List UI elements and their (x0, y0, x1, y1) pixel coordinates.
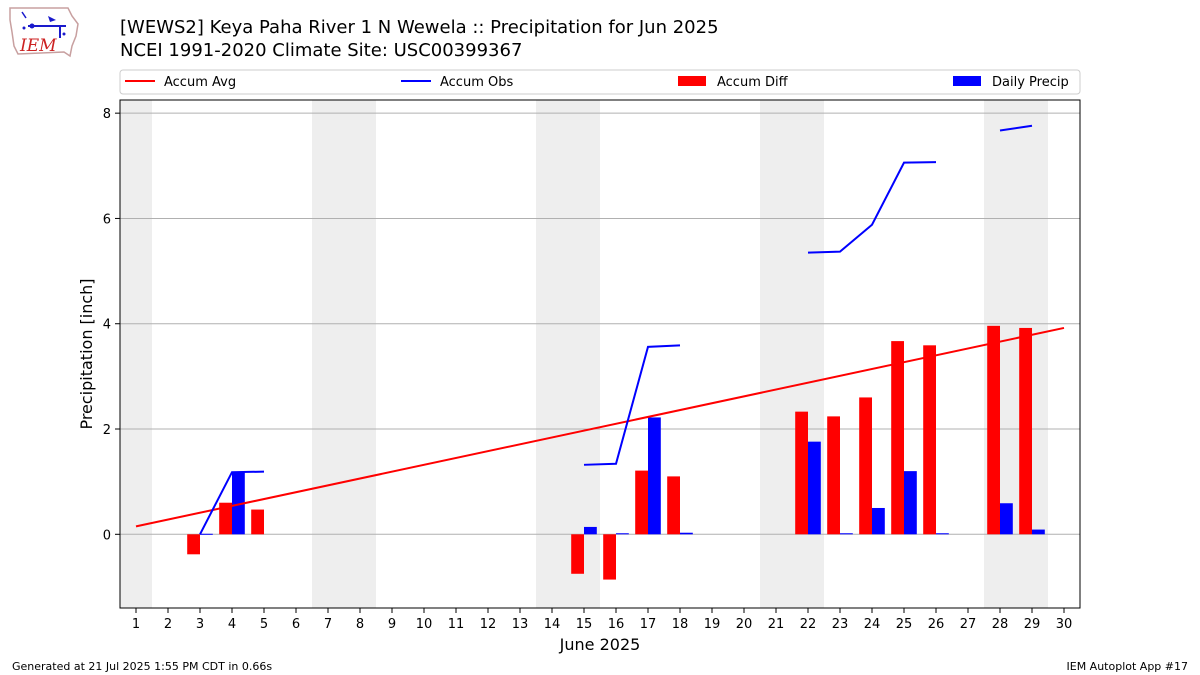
daily-precip-bar (232, 472, 245, 535)
legend-label: Daily Precip (992, 75, 1069, 90)
daily-precip-bars (200, 417, 1045, 535)
chart-subtitle: NCEI 1991-2020 Climate Site: USC00399367 (120, 40, 523, 61)
accum-diff-bar (923, 345, 936, 535)
accum-avg-line (135, 326, 1065, 528)
y-tick-label: 0 (103, 528, 111, 543)
daily-precip-bar (904, 471, 917, 535)
x-tick-label: 14 (544, 617, 561, 632)
x-tick-label: 9 (388, 617, 396, 632)
x-axis-ticks: 1 2 3 4 5 6 7 8 9 10 11 12 13 14 15 16 17 18 19 20 21 22 23 24 2… (132, 608, 1072, 632)
daily-precip-bar (808, 441, 821, 535)
accum-diff-bar (603, 534, 616, 580)
daily-precip-bar (872, 507, 885, 535)
x-tick-label: 12 (480, 617, 497, 632)
x-tick-label: 27 (960, 617, 977, 632)
legend-label: Accum Diff (717, 75, 789, 90)
x-tick-label: 11 (448, 617, 465, 632)
x-tick-label: 3 (196, 617, 204, 632)
daily-precip-bar (1000, 503, 1013, 535)
iem-logo: IEM (8, 6, 80, 58)
generated-timestamp: Generated at 21 Jul 2025 1:55 PM CDT in … (12, 660, 273, 673)
accum-diff-bar (891, 341, 904, 535)
legend-label: Accum Avg (164, 75, 236, 90)
x-tick-label: 5 (260, 617, 268, 632)
x-tick-label: 10 (416, 617, 433, 632)
weekend-band (312, 100, 376, 608)
daily-precip-bar (1032, 529, 1045, 535)
legend-label: Accum Obs (440, 75, 513, 90)
x-tick-label: 8 (356, 617, 364, 632)
accum-obs-segment (583, 344, 681, 466)
accum-diff-bar (187, 534, 200, 555)
x-tick-label: 4 (228, 617, 236, 632)
legend: Accum Avg Accum Obs Accum Diff Daily Precip (119, 69, 1081, 95)
x-tick-label: 21 (768, 617, 785, 632)
accum-diff-bars (187, 325, 1032, 580)
x-tick-label: 17 (640, 617, 657, 632)
daily-precip-bar (680, 532, 693, 535)
x-tick-label: 1 (132, 617, 140, 632)
y-tick-label: 2 (103, 423, 111, 438)
daily-precip-bar (840, 533, 853, 535)
x-tick-label: 22 (800, 617, 817, 632)
x-tick-label: 13 (512, 617, 529, 632)
daily-precip-bar (936, 533, 949, 535)
x-tick-label: 30 (1056, 617, 1073, 632)
x-tick-label: 18 (672, 617, 689, 632)
accum-diff-bar (827, 416, 840, 535)
accum-diff-bar (251, 509, 264, 535)
y-tick-label: 4 (103, 318, 111, 333)
legend-box (119, 69, 1081, 95)
accum-diff-bar (219, 502, 232, 535)
x-tick-label: 15 (576, 617, 593, 632)
x-tick-label: 19 (704, 617, 721, 632)
weekend-bands (120, 100, 1048, 608)
chart-title: [WEWS2] Keya Paha River 1 N Wewela :: Pr… (120, 17, 719, 38)
weekend-band (120, 100, 152, 608)
accum-avg-line (135, 326, 1065, 528)
x-tick-label: 28 (992, 617, 1009, 632)
daily-precip-bar (648, 417, 661, 535)
x-axis-label: June 2025 (559, 635, 641, 654)
legend-swatch (953, 76, 981, 86)
daily-precip-bar (200, 533, 213, 535)
app-credit: IEM Autoplot App #17 (1066, 660, 1189, 673)
x-tick-label: 24 (864, 617, 881, 632)
accum-diff-bar (1019, 327, 1032, 535)
accum-obs-line (199, 124, 1033, 535)
x-tick-label: 25 (896, 617, 913, 632)
accum-diff-bar (795, 411, 808, 535)
x-tick-label: 7 (324, 617, 332, 632)
y-gridlines (120, 112, 1080, 535)
weekend-band (536, 100, 600, 608)
x-tick-label: 23 (832, 617, 849, 632)
y-axis-ticks: 0 2 4 6 8 (103, 107, 120, 543)
x-tick-label: 29 (1024, 617, 1041, 632)
accum-diff-bar (667, 476, 680, 535)
daily-precip-bar (584, 526, 597, 535)
svg-text:IEM: IEM (19, 36, 57, 56)
daily-precip-bar (616, 533, 629, 535)
legend-swatch (678, 76, 706, 86)
accum-diff-bar (635, 470, 648, 535)
x-tick-label: 6 (292, 617, 300, 632)
accum-obs-segment (807, 161, 937, 254)
x-tick-label: 2 (164, 617, 172, 632)
accum-obs-segment (999, 124, 1033, 132)
accum-diff-bar (987, 325, 1000, 535)
x-tick-label: 20 (736, 617, 753, 632)
accum-diff-bar (571, 534, 584, 574)
y-axis-label: Precipitation [inch] (77, 278, 96, 429)
accum-obs-segment (199, 470, 265, 535)
y-tick-label: 8 (103, 107, 111, 122)
plot-frame (119, 99, 1081, 609)
x-tick-label: 16 (608, 617, 625, 632)
accum-diff-bar (859, 397, 872, 535)
x-tick-label: 26 (928, 617, 945, 632)
y-tick-label: 6 (103, 212, 111, 227)
